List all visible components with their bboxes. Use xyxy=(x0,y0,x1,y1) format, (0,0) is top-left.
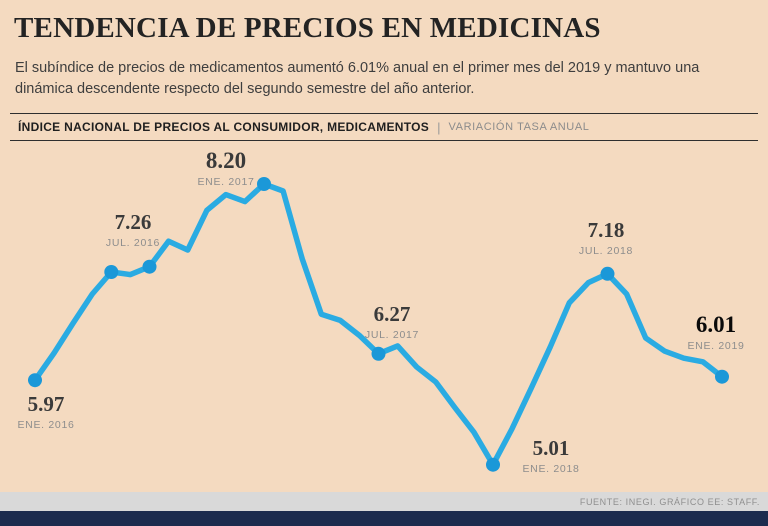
annotation-date: ENE. 2019 xyxy=(687,340,745,352)
chart-title: ÍNDICE NACIONAL DE PRECIOS AL CONSUMIDOR… xyxy=(18,120,430,134)
page-subtitle: El subíndice de precios de medicamentos … xyxy=(15,60,700,97)
data-point xyxy=(600,266,615,281)
annotation-date: JUL. 2018 xyxy=(578,245,634,257)
data-point xyxy=(486,457,500,472)
annotation-ene-2017: 8.20 ENE. 2017 xyxy=(197,148,254,188)
annotation-value: 7.26 xyxy=(114,210,152,234)
annotation-jul-2017: 6.27 JUL. 2017 xyxy=(365,302,419,341)
trend-line-chart: 5.97 ENE. 2016 7.26 JUL. 2016 8.20 ENE. … xyxy=(0,140,768,492)
annotation-value: 5.01 xyxy=(532,436,570,460)
annotation-jul-2016: 7.26 JUL. 2016 xyxy=(106,210,160,249)
data-point xyxy=(257,177,271,191)
page-title: TENDENCIA DE PRECIOS EN MEDICINAS xyxy=(14,12,601,44)
chart-subtitle: VARIACIÓN TASA ANUAL xyxy=(448,121,590,133)
annotation-value: 7.18 xyxy=(587,218,625,242)
data-point xyxy=(104,265,119,279)
data-point xyxy=(715,369,729,384)
annotation-date: ENE. 2016 xyxy=(17,419,75,431)
source-text: FUENTE: INEGI. GRÁFICO EE: STAFF. xyxy=(579,496,760,507)
annotation-date: JUL. 2016 xyxy=(105,237,161,249)
data-point-markers xyxy=(28,177,729,472)
bottom-bar xyxy=(0,511,768,526)
annotation-date: ENE. 2017 xyxy=(197,176,255,188)
annotation-jul-2018: 7.18 JUL. 2018 xyxy=(579,218,633,257)
data-point xyxy=(142,259,157,274)
annotation-ene-2018: 5.01 ENE. 2018 xyxy=(522,436,579,475)
chart-header-bar: ÍNDICE NACIONAL DE PRECIOS AL CONSUMIDOR… xyxy=(10,113,758,141)
annotation-date: JUL. 2017 xyxy=(364,329,420,341)
source-strip: FUENTE: INEGI. GRÁFICO EE: STAFF. xyxy=(0,492,768,511)
line-chart-canvas xyxy=(28,177,729,472)
annotation-ene-2019: 6.01 ENE. 2019 xyxy=(687,312,744,352)
annotation-value: 5.97 xyxy=(27,392,65,416)
data-point xyxy=(28,373,42,388)
annotation-date: ENE. 2018 xyxy=(522,463,580,475)
annotation-ene-2016: 5.97 ENE. 2016 xyxy=(17,392,74,431)
annotation-value: 8.20 xyxy=(205,148,247,173)
annotation-value: 6.01 xyxy=(695,312,737,337)
data-point xyxy=(371,346,386,361)
divider: | xyxy=(437,119,441,135)
annotation-value: 6.27 xyxy=(373,302,411,326)
